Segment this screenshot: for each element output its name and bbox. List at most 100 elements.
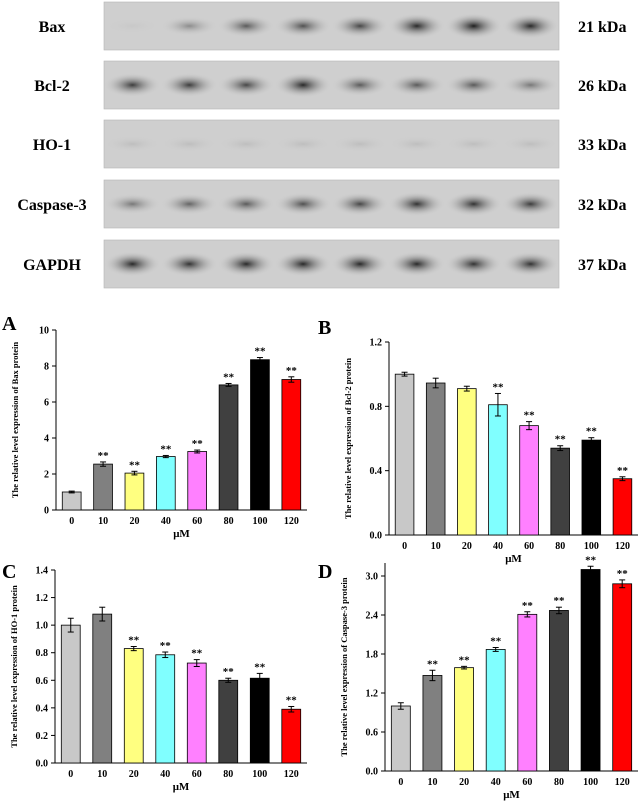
significance-label: ** — [585, 554, 597, 566]
significance-label: ** — [254, 661, 266, 673]
x-tick-label: 40 — [161, 516, 171, 527]
y-tick-label: 6 — [44, 398, 49, 409]
x-tick-label: 80 — [223, 769, 233, 780]
x-tick-label: 100 — [583, 777, 598, 788]
bar — [187, 451, 207, 511]
x-axis-title: μM — [503, 789, 520, 801]
x-axis-title: μM — [505, 553, 522, 565]
x-tick-label: 0 — [69, 516, 74, 527]
x-tick-label: 120 — [284, 769, 299, 780]
x-tick-label: 100 — [252, 769, 267, 780]
blot-band — [217, 135, 275, 153]
blot-band — [388, 251, 446, 277]
significance-label: ** — [555, 434, 567, 446]
bar — [61, 491, 82, 511]
bar — [390, 705, 411, 772]
significance-label: ** — [286, 694, 298, 706]
y-tick-label: 8 — [44, 362, 49, 373]
x-tick-label: 10 — [427, 777, 437, 788]
bar — [218, 679, 239, 764]
significance-label: ** — [553, 595, 565, 607]
y-tick-label: 10 — [39, 326, 49, 337]
significance-label: ** — [490, 636, 502, 648]
blot-band — [217, 73, 275, 97]
blot-band — [274, 192, 332, 216]
bar — [186, 662, 207, 764]
x-tick-label: 0 — [402, 541, 407, 552]
significance-label: ** — [129, 459, 141, 471]
blot-band — [502, 13, 559, 39]
blot-band — [388, 73, 446, 97]
x-tick-label: 60 — [192, 769, 202, 780]
y-tick-label: 1.2 — [36, 593, 49, 604]
y-tick-label: 0.0 — [366, 767, 379, 778]
significance-label: ** — [427, 658, 439, 670]
blot-band — [502, 191, 559, 217]
x-tick-label: 80 — [224, 516, 234, 527]
bar — [517, 613, 538, 772]
y-axis-title: The relative level expression of Caspase… — [339, 577, 349, 756]
bar — [457, 388, 477, 536]
bar — [580, 569, 601, 772]
blot-band — [502, 74, 559, 96]
blot-band — [331, 251, 389, 277]
blot-band — [445, 73, 503, 97]
y-tick-label: 4 — [44, 434, 49, 445]
x-axis-title: μM — [173, 781, 190, 793]
blot-band — [160, 72, 218, 98]
significance-label: ** — [522, 600, 534, 612]
x-tick-label: 40 — [491, 777, 501, 788]
blot-protein-label: Bax — [39, 19, 66, 36]
blot-band — [274, 14, 332, 38]
x-tick-label: 100 — [252, 516, 267, 527]
y-tick-label: 0.0 — [36, 759, 49, 770]
y-tick-label: 3.0 — [366, 572, 379, 583]
y-axis-title: The relative level expression of HO-1 pr… — [9, 585, 19, 748]
y-tick-label: 0.2 — [36, 731, 49, 742]
blot-size-label: 32 kDa — [578, 197, 626, 214]
significance-label: ** — [160, 640, 172, 652]
bar — [488, 404, 508, 536]
x-tick-label: 20 — [462, 541, 472, 552]
bar — [519, 425, 539, 536]
x-tick-label: 0 — [398, 777, 403, 788]
blot-band — [160, 16, 218, 36]
blot-size-label: 21 kDa — [578, 19, 626, 36]
x-tick-label: 80 — [555, 541, 565, 552]
significance-label: ** — [223, 666, 235, 678]
blot-band — [331, 192, 389, 216]
blot-band — [502, 251, 559, 277]
bar — [281, 379, 302, 511]
blot-band — [445, 135, 503, 153]
x-tick-label: 10 — [431, 541, 441, 552]
significance-label: ** — [128, 635, 140, 647]
x-tick-label: 60 — [524, 541, 534, 552]
y-tick-label: 0.8 — [36, 648, 49, 659]
x-tick-label: 60 — [522, 777, 532, 788]
blot-band — [274, 135, 332, 153]
bar — [454, 667, 474, 772]
blot-band — [104, 135, 161, 153]
x-tick-label: 20 — [459, 777, 469, 788]
x-tick-label: 120 — [615, 541, 630, 552]
significance-label: ** — [192, 438, 204, 450]
significance-label: ** — [286, 365, 298, 377]
x-tick-label: 60 — [192, 516, 202, 527]
blot-band — [274, 72, 332, 98]
x-tick-label: 0 — [68, 769, 73, 780]
blot-band — [160, 193, 218, 215]
blot-band — [388, 135, 446, 153]
blot-band — [217, 251, 275, 277]
significance-label: ** — [223, 371, 235, 383]
bar — [249, 677, 270, 764]
blot-band — [331, 135, 389, 153]
x-tick-label: 120 — [615, 777, 630, 788]
bar — [155, 456, 176, 511]
significance-label: ** — [617, 568, 629, 580]
y-tick-label: 1.4 — [36, 566, 49, 577]
blot-band — [160, 135, 218, 153]
significance-label: ** — [617, 465, 629, 477]
bar — [394, 373, 415, 536]
blot-band — [445, 13, 503, 39]
blot-band — [388, 191, 446, 217]
